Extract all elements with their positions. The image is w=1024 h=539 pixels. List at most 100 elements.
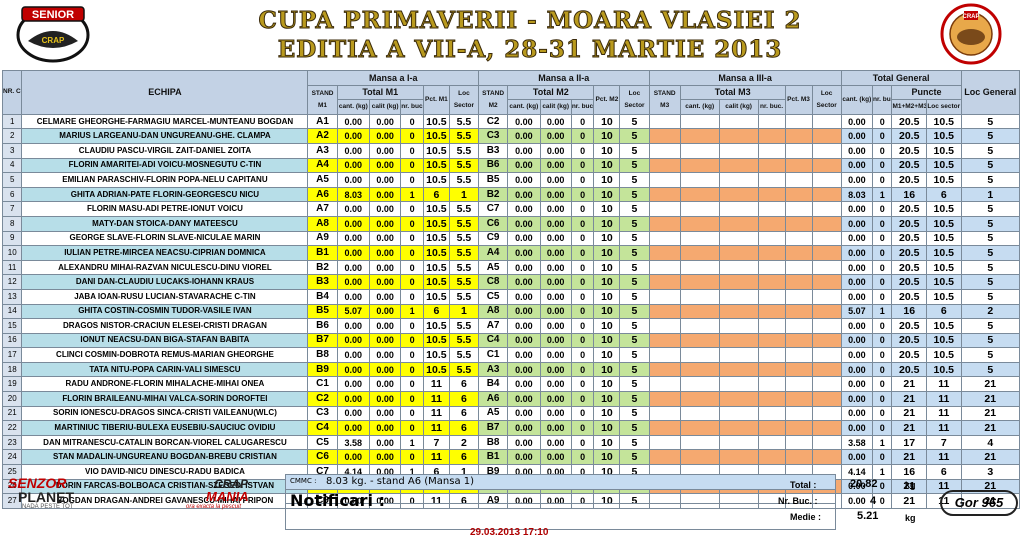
loc-sector-m2: 5 (619, 274, 650, 290)
loc-sector-m3 (811, 230, 842, 247)
calit-m3 (718, 128, 759, 144)
loc-general: 5 (960, 128, 1021, 144)
row-nr: 16 (1, 332, 23, 349)
nrbuc-m1: 1 (400, 303, 424, 320)
row-nr: 7 (1, 201, 23, 217)
loc-sector-m2: 5 (619, 303, 650, 320)
total-cant: 0.00 (840, 113, 874, 130)
loc-general: 5 (960, 259, 1021, 276)
loc-sector-m1: 5.5 (448, 361, 480, 378)
nrbuc-m1: 0 (400, 142, 424, 159)
total-cant: 0.00 (840, 288, 874, 305)
calit-m1: 0.00 (368, 113, 402, 130)
loc-sector-m2: 5 (619, 391, 650, 407)
nrbuc-m1: 1 (400, 434, 424, 451)
total-loc-sector: 10.5 (925, 157, 962, 174)
crap-text: CRAP (214, 477, 249, 491)
cmmc-label: CMMC : (290, 477, 317, 485)
team-name: BOGDAN DRAGAN-ANDREI GAVANESCU-MIHAI PRI… (21, 493, 309, 509)
loc-general: 5 (960, 347, 1021, 363)
calit-m2: 0.00 (539, 142, 572, 159)
total-nrbuc: 0 (872, 274, 893, 290)
total-cant: 0.00 (840, 230, 874, 247)
pct-m2: 10 (593, 128, 621, 144)
loc-general: 5 (960, 172, 1021, 188)
pct-m1: 10.5 (422, 142, 450, 159)
nrbuc-m1: 0 (400, 172, 424, 188)
pct-m2: 10 (593, 142, 621, 159)
total-loc-sector: 10.5 (925, 347, 962, 363)
cant-m2: 0.00 (507, 274, 541, 290)
calit-m1: 0.00 (368, 245, 402, 261)
pct-m2: 10 (593, 172, 621, 188)
pct-m1: 10.5 (422, 201, 450, 217)
total-loc-sector: 10.5 (925, 215, 962, 232)
nrbuc-m3 (757, 449, 786, 466)
pct-m3 (784, 113, 813, 130)
cant-m1: 0.00 (336, 157, 370, 174)
loc-general: 5 (960, 157, 1021, 174)
loc-sector-m2: 5 (619, 405, 650, 422)
cant-m2: 0.00 (507, 361, 541, 378)
cant-m3 (679, 332, 720, 349)
loc-sector-m2: 5 (619, 201, 650, 217)
row-nr: 10 (1, 245, 23, 261)
stand-m3 (648, 128, 681, 144)
pct-m3 (784, 434, 813, 451)
loc-sector-m2: 5 (619, 434, 650, 451)
nrbuc-m1: 0 (400, 274, 424, 290)
row-nr: 1 (1, 113, 23, 130)
total-nrbuc: 0 (872, 405, 893, 422)
stand-m1: B9 (307, 361, 338, 378)
cant-m2: 0.00 (507, 420, 541, 436)
nrbuc-m2: 0 (570, 157, 595, 174)
nrbuc-m1: 0 (400, 361, 424, 378)
total-nrbuc: 0 (872, 332, 893, 349)
loc-sector-m2: 5 (619, 347, 650, 363)
total-puncte: 20.5 (891, 347, 927, 363)
nrbuc-m3 (757, 332, 786, 349)
stand-m1: B3 (307, 274, 338, 290)
cant-m3 (679, 318, 720, 334)
pct-m3 (784, 274, 813, 290)
col-total-cant: cant. (kg) (840, 84, 874, 115)
nrbuc-m2: 0 (570, 288, 595, 305)
nrbuc-m2: 0 (570, 434, 595, 451)
total-puncte: 20.5 (891, 332, 927, 349)
nrbuc-m3 (757, 391, 786, 407)
pct-m2: 10 (593, 376, 621, 393)
calit-m1: 0.00 (368, 303, 402, 320)
pct-m2: 10 (593, 493, 621, 509)
total-nrbuc: 0 (872, 391, 893, 407)
col-pct-m2: Pct. M2 (593, 84, 621, 115)
stand-m2: A8 (478, 303, 509, 320)
calit-m3 (718, 493, 759, 509)
total-cant: 0.00 (840, 274, 874, 290)
stand-m3 (648, 434, 681, 451)
stand-m1: B5 (307, 303, 338, 320)
team-name: IULIAN PETRE-MIRCEA NEACSU-CIPRIAN DOMNI… (21, 245, 309, 261)
pct-m3 (784, 186, 813, 203)
team-name: CELMARE GHEORGHE-FARMAGIU MARCEL-MUNTEAN… (21, 113, 309, 130)
nrbuc-m3 (757, 405, 786, 422)
loc-sector-m3 (811, 449, 842, 466)
total-loc-sector: 10.5 (925, 230, 962, 247)
cant-m3 (679, 113, 720, 130)
cant-m1: 5.07 (336, 303, 370, 320)
loc-general: 21 (960, 405, 1021, 422)
total-loc-sector: 11 (925, 420, 962, 436)
nrbuc-m3 (757, 142, 786, 159)
total-puncte: 20.5 (891, 361, 927, 378)
mania-text: MANIA (206, 489, 249, 504)
pct-m1: 10.5 (422, 347, 450, 363)
stand-m3 (648, 288, 681, 305)
total-puncte: 16 (891, 186, 927, 203)
pct-m2: 10 (593, 420, 621, 436)
calit-m1: 0.00 (368, 157, 402, 174)
total-nrbuc: 0 (872, 318, 893, 334)
cant-m2: 0.00 (507, 318, 541, 334)
row-nr: 6 (1, 186, 23, 203)
calit-m3 (718, 142, 759, 159)
col-loc-sector-m1: Loc Sector (448, 84, 480, 115)
row-nr: 2 (1, 128, 23, 144)
